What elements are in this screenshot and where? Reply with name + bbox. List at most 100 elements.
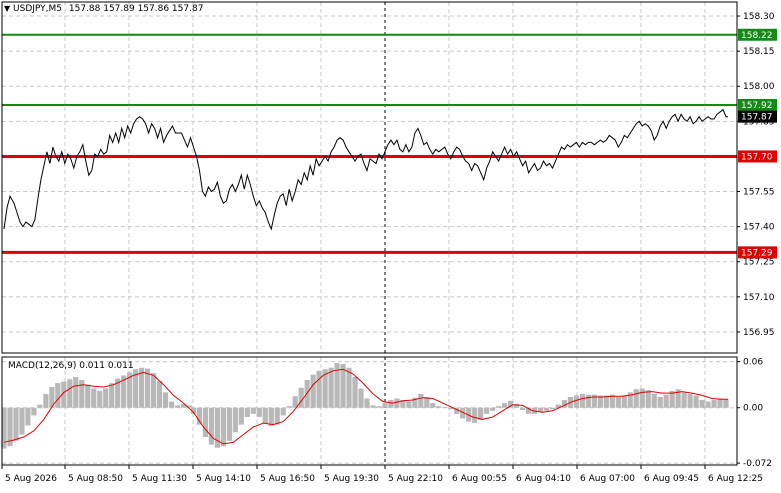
y-tick-label: 156.95 — [743, 328, 775, 338]
macd-histogram-bar — [109, 383, 115, 408]
macd-histogram-bar — [508, 400, 514, 408]
macd-histogram-bar — [67, 379, 73, 408]
macd-histogram-bar — [49, 386, 55, 408]
macd-histogram-bar — [214, 407, 221, 448]
y-tick-label: 157.55 — [743, 188, 775, 198]
current-price-label: 157.87 — [741, 113, 773, 123]
macd-histogram-bar — [717, 398, 723, 408]
macd-histogram-bar — [156, 380, 163, 408]
level-price-label: 158.22 — [741, 31, 773, 41]
macd-histogram-bar — [250, 407, 256, 414]
macd-histogram-bar — [442, 406, 448, 408]
macd-histogram-bar — [472, 407, 478, 424]
macd-histogram-bar — [597, 395, 603, 408]
level-price-label: 157.29 — [741, 248, 773, 258]
x-tick-label: 5 Aug 2026 — [5, 474, 57, 484]
macd-histogram-bar — [723, 399, 729, 408]
macd-histogram-bar — [555, 404, 562, 408]
y-tick-label: 157.10 — [743, 293, 775, 303]
macd-histogram-bar — [322, 369, 328, 408]
macd-histogram-bar — [543, 407, 550, 411]
macd-y-tick-label: 0.06 — [743, 358, 763, 368]
macd-histogram-bar — [196, 407, 203, 425]
x-tick-label: 6 Aug 00:55 — [452, 474, 507, 484]
x-tick-label: 6 Aug 12:25 — [708, 474, 763, 484]
macd-histogram-bar — [286, 406, 292, 408]
macd-pane-frame — [1, 356, 738, 466]
price-line — [3, 108, 728, 231]
macd-histogram-bar — [418, 393, 424, 408]
x-tick-label: 5 Aug 14:10 — [196, 474, 251, 484]
macd-histogram-bar — [537, 407, 544, 413]
macd-signal-line — [3, 368, 728, 445]
macd-histogram-bar — [115, 378, 121, 408]
macd-histogram-bar — [364, 398, 370, 408]
macd-histogram-bar — [376, 406, 382, 408]
macd-histogram-bar — [168, 401, 175, 408]
macd-histogram-bar — [699, 400, 705, 408]
macd-histogram-bar — [186, 405, 193, 408]
macd-histogram-bar — [430, 403, 436, 408]
macd-histogram-bar — [663, 394, 669, 408]
macd-histogram-bar — [310, 374, 316, 408]
macd-histogram-bar — [669, 390, 675, 408]
macd-histogram-bar — [25, 407, 31, 426]
macd-histogram-bar — [627, 392, 633, 408]
macd-histogram-bar — [208, 407, 215, 445]
macd-histogram-bar — [657, 396, 663, 408]
triangle-down-icon[interactable]: ▼ — [4, 4, 11, 13]
macd-histogram-bar — [502, 403, 508, 408]
macd-histogram-bar — [448, 407, 454, 410]
macd-histogram-bar — [513, 403, 520, 408]
macd-histogram-bar — [687, 393, 693, 408]
ohlc-label: 157.88 157.89 157.86 157.87 — [68, 4, 204, 14]
macd-histogram-bar — [573, 395, 580, 408]
macd-histogram-bar — [91, 388, 97, 408]
macd-histogram-bar — [693, 395, 699, 408]
macd-histogram-bar — [681, 392, 687, 408]
macd-histogram-bar — [639, 388, 645, 408]
macd-histogram-bar — [316, 370, 322, 408]
macd-histogram-bar — [174, 405, 181, 408]
x-tick-label: 5 Aug 08:50 — [68, 474, 123, 484]
macd-histogram-bar — [180, 403, 187, 408]
y-tick-label: 158.00 — [743, 82, 775, 92]
macd-histogram-bar — [388, 400, 394, 408]
x-tick-label: 5 Aug 19:30 — [324, 474, 379, 484]
x-tick-label: 5 Aug 22:10 — [388, 474, 443, 484]
macd-histogram-bar — [705, 401, 711, 408]
macd-label: MACD(12,26,9) 0.011 0.011 — [8, 361, 134, 371]
macd-histogram-bar — [484, 407, 490, 414]
macd-histogram-bar — [675, 389, 681, 408]
x-tick-label: 6 Aug 09:45 — [644, 474, 699, 484]
macd-histogram-bar — [478, 407, 484, 421]
macd-histogram-bar — [519, 407, 526, 411]
level-price-tag — [738, 28, 777, 41]
macd-histogram-bar — [328, 367, 334, 408]
macd-histogram-bar — [406, 401, 412, 408]
macd-histogram-bar — [334, 363, 340, 408]
y-tick-label: 158.15 — [743, 47, 775, 57]
macd-histogram-bar — [274, 407, 280, 425]
x-tick-label: 5 Aug 16:50 — [260, 474, 315, 484]
macd-histogram-bar — [651, 393, 657, 408]
macd-histogram-bar — [238, 407, 244, 425]
macd-histogram-bar — [525, 407, 532, 414]
y-tick-label: 157.40 — [743, 223, 775, 233]
macd-histogram-bar — [394, 398, 400, 408]
y-tick-label: 158.30 — [743, 12, 775, 22]
macd-histogram-bar — [633, 389, 639, 408]
macd-histogram-bar — [256, 407, 262, 417]
macd-histogram-bar — [1, 407, 7, 449]
macd-histogram-bar — [615, 396, 621, 408]
macd-histogram-bar — [436, 406, 442, 408]
macd-histogram-bar — [549, 407, 556, 410]
macd-histogram-bar — [412, 397, 418, 408]
macd-histogram-bar — [43, 393, 49, 408]
macd-histogram-bar — [454, 407, 460, 414]
x-tick-label: 6 Aug 07:00 — [580, 474, 635, 484]
macd-histogram-bar — [400, 400, 406, 408]
macd-histogram-bar — [85, 384, 91, 408]
